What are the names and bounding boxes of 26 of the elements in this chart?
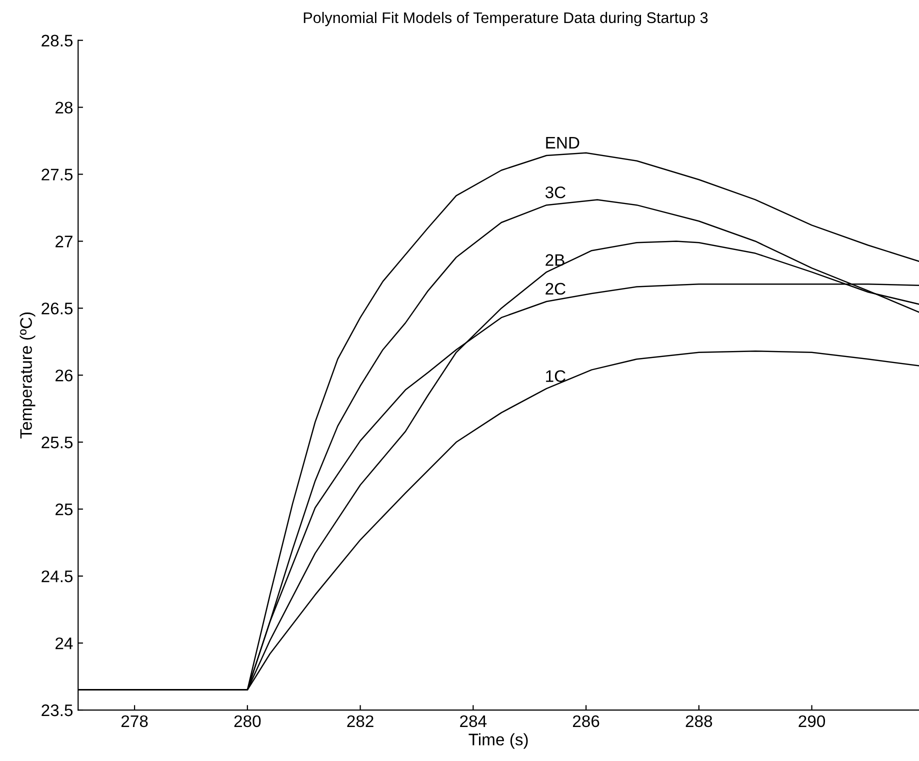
series-label: 2B — [546, 254, 564, 266]
x-tick-label: 288 — [686, 715, 712, 728]
x-tick-label: 290 — [798, 715, 826, 728]
x-tick-label: 280 — [234, 715, 261, 728]
y-tick-label: 28.5 — [42, 34, 73, 47]
y-tick-label: 23.5 — [42, 704, 73, 716]
y-tick-label: 25.5 — [42, 436, 73, 448]
x-tick-label: 278 — [121, 715, 148, 728]
series-label: 1C — [546, 370, 566, 382]
y-tick-label: 26.5 — [42, 302, 73, 314]
y-tick-label: 28 — [56, 102, 73, 114]
series-label: 2C — [546, 282, 566, 295]
y-tick-label: 24 — [56, 637, 73, 650]
y-tick-label: 26 — [56, 370, 73, 382]
x-axis-title: Time (s) — [468, 733, 528, 749]
series-label: END — [546, 136, 580, 148]
y-tick-label: 25 — [56, 504, 73, 516]
series-label: 3C — [545, 186, 566, 198]
y-tick-label: 27.5 — [42, 168, 73, 180]
x-tick-label: 286 — [572, 715, 600, 728]
chart-title: Polynomial Fit Models of Temperature Data during Startup 3 — [304, 12, 708, 26]
y-tick-label: 27 — [56, 236, 72, 248]
y-tick-label: 24.5 — [42, 570, 73, 582]
x-tick-label: 282 — [347, 715, 374, 728]
x-tick-label: 284 — [460, 715, 487, 728]
y-axis-title: Temperature (ºC) — [20, 312, 36, 438]
